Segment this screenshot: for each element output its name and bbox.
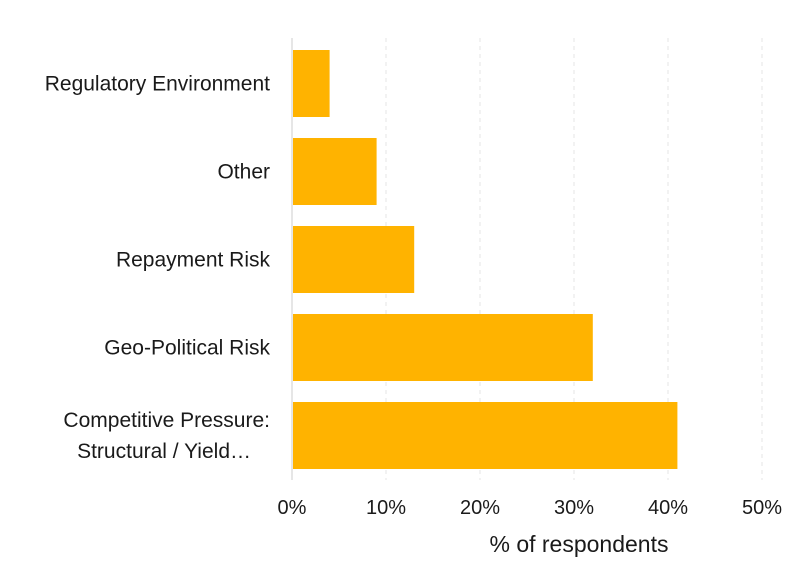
x-tick-label: 50% bbox=[742, 497, 782, 519]
x-tick-labels: 0% 10% 20% 30% 40% 50% bbox=[278, 497, 783, 519]
x-tick-label: 0% bbox=[278, 497, 307, 519]
x-tick-label: 20% bbox=[460, 497, 500, 519]
x-tick-label: 40% bbox=[648, 497, 688, 519]
x-tick-label: 10% bbox=[366, 497, 406, 519]
bar bbox=[293, 314, 593, 381]
category-label: Geo-Political Risk bbox=[104, 337, 270, 360]
bar bbox=[293, 226, 415, 293]
category-labels: Regulatory Environment Other Repayment Ris… bbox=[45, 73, 271, 464]
bar bbox=[293, 402, 678, 469]
category-label: Regulatory Environment bbox=[45, 73, 270, 96]
bars bbox=[293, 50, 678, 469]
category-label: Repayment Risk bbox=[116, 249, 271, 272]
category-label-line: Competitive Pressure: bbox=[63, 409, 270, 432]
x-tick-label: 30% bbox=[554, 497, 594, 519]
bar bbox=[293, 50, 330, 117]
category-label-line: Structural / Yield… bbox=[77, 440, 251, 463]
category-label: Other bbox=[217, 161, 270, 184]
bar bbox=[293, 138, 377, 205]
x-axis-title: % of respondents bbox=[489, 531, 668, 557]
category-label: Competitive Pressure: Structural / Yield… bbox=[63, 409, 270, 463]
